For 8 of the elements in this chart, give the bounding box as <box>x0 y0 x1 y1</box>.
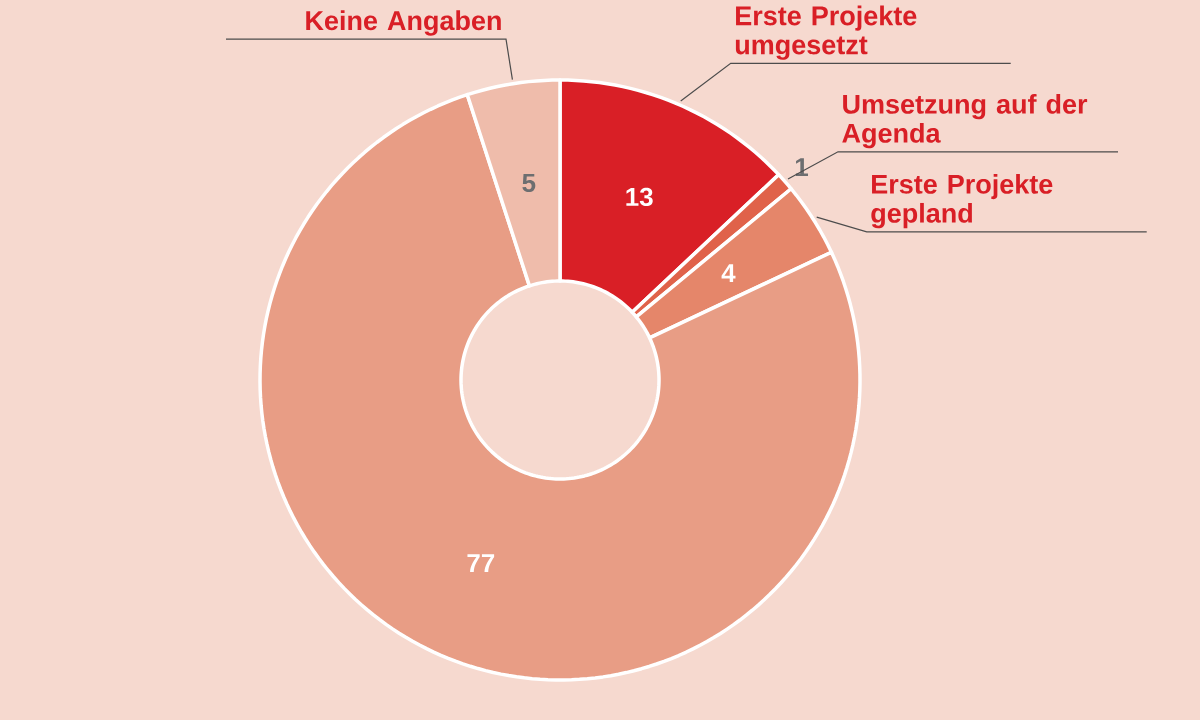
slice-label: Keine Angaben <box>306 10 501 36</box>
data-label: 13 <box>626 187 653 207</box>
slice-label: Erste Projekte gepland <box>871 173 1053 229</box>
slice-label: Erste Projekte umgesetzt <box>735 5 917 60</box>
slice-label: Umsetzung auf der Agenda <box>842 93 1088 149</box>
data-label: 5 <box>522 173 536 193</box>
data-label: 4 <box>721 264 736 283</box>
data-label: 77 <box>467 554 495 573</box>
